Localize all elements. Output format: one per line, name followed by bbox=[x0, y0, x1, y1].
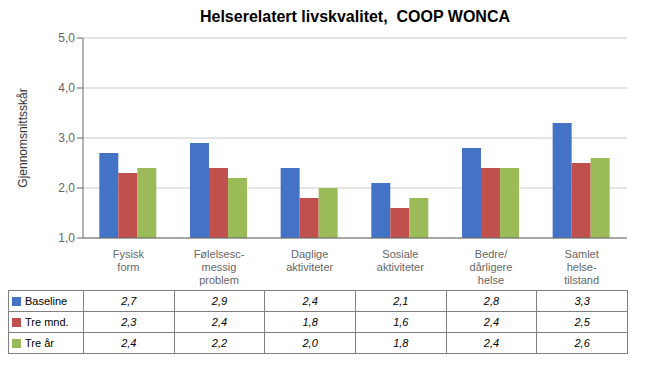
html-text:1,6: 1,6 bbox=[393, 316, 409, 328]
html-text:2,5: 2,5 bbox=[574, 316, 590, 328]
html-text:Baseline: Baseline bbox=[25, 295, 68, 308]
html-text:2,3: 2,3 bbox=[121, 316, 137, 328]
html-text:1,8: 1,8 bbox=[393, 337, 409, 349]
svg-text:3,0: 3,0 bbox=[58, 131, 75, 145]
svg-text:Fysiskform: Fysiskform bbox=[113, 248, 145, 273]
svg-text:2,0: 2,0 bbox=[58, 181, 75, 195]
html-text:2,4: 2,4 bbox=[211, 316, 228, 328]
html-text:2,6: 2,6 bbox=[574, 337, 590, 349]
svg-text:Sosialeaktiviteter: Sosialeaktiviteter bbox=[377, 248, 424, 273]
svg-text:Gjennomsnittsskår: Gjennomsnittsskår bbox=[16, 88, 30, 187]
html-text:2,4: 2,4 bbox=[121, 337, 137, 349]
svg-text:Dagligeaktiviteter: Dagligeaktiviteter bbox=[286, 248, 333, 273]
html-text:2,7: 2,7 bbox=[121, 295, 137, 307]
html-text:Helserelatert livskvalitet, CO: Helserelatert livskvalitet, COOP WONCA bbox=[200, 8, 510, 25]
html-text:2,0: 2,0 bbox=[302, 337, 318, 349]
svg-text:5,0: 5,0 bbox=[58, 31, 75, 45]
html-text:2,4: 2,4 bbox=[483, 337, 500, 349]
html-text:3,3: 3,3 bbox=[574, 295, 590, 307]
html-text:2,2: 2,2 bbox=[211, 337, 228, 349]
html-text:2,8: 2,8 bbox=[483, 295, 500, 307]
svg-text:4,0: 4,0 bbox=[58, 81, 75, 95]
html-text:2,1: 2,1 bbox=[393, 295, 409, 307]
html-text:1,8: 1,8 bbox=[302, 316, 318, 328]
svg-text:Samlethelse-tilstand: Samlethelse-tilstand bbox=[564, 248, 599, 286]
svg-text:Bedre/dårligerehelse: Bedre/dårligerehelse bbox=[470, 248, 513, 286]
svg-text:1,0: 1,0 bbox=[58, 231, 75, 245]
html-text:2,4: 2,4 bbox=[483, 316, 500, 328]
html-text:Tre år: Tre år bbox=[25, 337, 54, 350]
svg-text:Følelsesс-messigproblem: Følelsesс-messigproblem bbox=[194, 248, 245, 286]
html-text:Tre mnd.: Tre mnd. bbox=[25, 316, 69, 329]
html-text:2,9: 2,9 bbox=[211, 295, 228, 307]
html-text:2,4: 2,4 bbox=[302, 295, 318, 307]
